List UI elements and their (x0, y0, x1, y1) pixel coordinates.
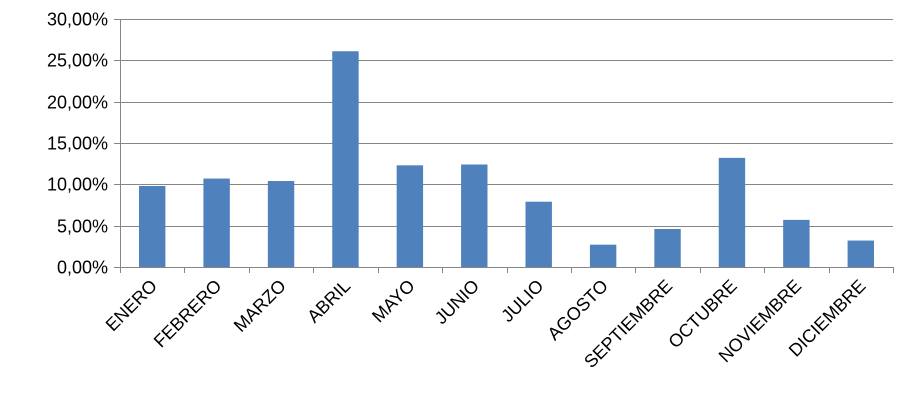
bar (654, 228, 681, 267)
x-tick-label: ABRIL (303, 276, 354, 327)
y-tick-label: 5,00% (57, 217, 108, 237)
bar (396, 165, 424, 267)
bar (589, 244, 617, 267)
bar (139, 185, 166, 267)
bar (267, 181, 295, 267)
x-tick-label: JUNIO (431, 276, 483, 328)
y-tick-label: 30,00% (47, 10, 108, 30)
y-tick-label: 20,00% (47, 93, 108, 113)
x-tick-label: AGOSTO (544, 276, 612, 344)
x-tick-label: MARZO (230, 276, 290, 336)
x-tick-label: JULIO (497, 276, 547, 326)
bar (783, 219, 810, 267)
bars (139, 51, 874, 267)
x-tick-label: ENERO (102, 276, 161, 335)
axes (114, 19, 894, 273)
y-tick-label: 10,00% (47, 175, 108, 195)
y-tick-label: 15,00% (47, 134, 108, 154)
bar (461, 164, 488, 267)
bar (718, 157, 746, 267)
bar (203, 178, 230, 267)
bar (332, 51, 359, 267)
bar (847, 240, 874, 267)
y-tick-label: 25,00% (47, 51, 108, 71)
x-tick-label: MAYO (368, 276, 419, 327)
x-tick-label: FEBRERO (150, 276, 226, 352)
y-tick-labels: 0,00% 5,00% 10,00% 15,00% 20,00% 25,00% 30,00% (47, 10, 108, 278)
y-tick-label: 0,00% (57, 258, 108, 278)
bar (525, 201, 552, 267)
gridlines (120, 19, 893, 227)
